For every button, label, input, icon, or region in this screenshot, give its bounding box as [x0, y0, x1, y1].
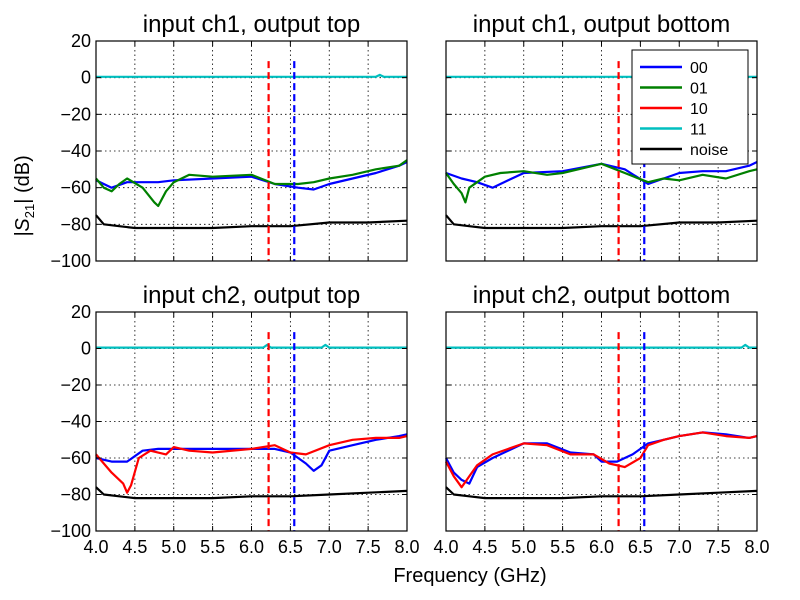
y-tick-label: −80: [60, 485, 91, 505]
y-tick-label: 20: [71, 302, 91, 322]
series-01-line: [95, 159, 408, 208]
y-tick-label: 20: [71, 31, 91, 51]
panel-2: input ch1, output bottom: [445, 11, 758, 262]
x-tick-label: 7.5: [356, 537, 381, 557]
y-tick-label: −100: [50, 521, 91, 541]
panel-frame: [95, 311, 408, 532]
x-tick-label: 7.5: [706, 537, 731, 557]
y-tick-label: −60: [60, 178, 91, 198]
x-tick-label: 6.5: [628, 537, 653, 557]
series-00-line: [95, 433, 408, 472]
y-tick-label: −80: [60, 214, 91, 234]
panel-3: 4.0 4.5 5.0 5.5 6.0 6.5 7.0 7.5 8.0 20 0 −20 −40 −60 −…: [50, 282, 419, 557]
y-tick-label: −60: [60, 448, 91, 468]
x-tick-label: 4.5: [122, 537, 147, 557]
x-tick-label: 6.0: [239, 537, 264, 557]
x-tick-label: 5.0: [511, 537, 536, 557]
series-11-line: [446, 343, 757, 349]
panel-title: input ch2, output top: [143, 282, 361, 309]
x-tick-label: 6.5: [278, 537, 303, 557]
panel-frame: [95, 40, 408, 262]
series-01-line: [445, 162, 758, 204]
y-axis-label-sub: 21: [22, 204, 37, 218]
x-tick-label: 5.0: [161, 537, 186, 557]
x-tick-label: 4.5: [472, 537, 497, 557]
y-tick-label: −20: [60, 375, 91, 395]
y-tick-label: −20: [60, 104, 91, 124]
series-noise-line: [95, 214, 408, 230]
series-00-line: [445, 161, 758, 189]
panel-title: input ch1, output top: [143, 11, 361, 38]
legend-label-00: 00: [690, 60, 708, 77]
legend-label-10: 10: [690, 101, 708, 118]
series-10-line: [95, 435, 408, 494]
series-noise-line: [445, 214, 758, 230]
x-tick-label: 8.0: [394, 537, 419, 557]
x-tick-label: 8.0: [744, 537, 769, 557]
series-noise-line: [445, 486, 758, 500]
legend-label-01: 01: [690, 81, 708, 98]
x-tick-label: 7.0: [667, 537, 692, 557]
legend-label-11: 11: [690, 122, 707, 139]
series-noise-line: [95, 486, 408, 500]
y-tick-label: −100: [50, 251, 91, 271]
panel-frame: [445, 311, 758, 532]
series-11-line: [96, 343, 407, 349]
panel-title: input ch1, output bottom: [473, 11, 731, 38]
panel-4: 4.0 4.5 5.0 5.5 6.0 6.5 7.0 7.5 8.0 input ch2, ou…: [433, 282, 769, 557]
legend: 00 01 10 11 noise: [631, 49, 749, 165]
panel-1: 20 0 −20 −40 −60 −80 −100 input ch1, output top: [50, 11, 408, 271]
panel-title: input ch2, output bottom: [473, 282, 731, 309]
y-tick-label: −40: [60, 141, 91, 161]
x-tick-label: 5.5: [550, 537, 575, 557]
y-axis-label-tail: | (dB): [12, 155, 34, 204]
y-tick-label: 0: [81, 339, 91, 359]
series-11-line: [96, 73, 407, 78]
y-axis-label: |S21| (dB): [12, 155, 37, 237]
x-tick-label: 7.0: [317, 537, 342, 557]
y-tick-label: −40: [60, 412, 91, 432]
y-tick-label: 0: [81, 68, 91, 88]
y-axis-label-main: |S: [12, 218, 34, 237]
x-axis-label: Frequency (GHz): [393, 565, 546, 587]
series-10-line: [445, 431, 758, 489]
x-tick-label: 5.5: [200, 537, 225, 557]
x-tick-label: 6.0: [589, 537, 614, 557]
x-tick-label: 4.0: [433, 537, 458, 557]
x-tick-label: 4.0: [83, 537, 108, 557]
panel-frame: [445, 40, 758, 262]
legend-label-noise: noise: [690, 142, 728, 159]
